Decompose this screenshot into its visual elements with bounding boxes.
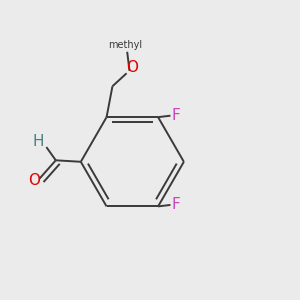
Text: O: O: [126, 61, 138, 76]
Text: F: F: [172, 108, 181, 123]
Text: O: O: [28, 172, 40, 188]
Text: F: F: [172, 197, 181, 212]
Text: methyl: methyl: [108, 40, 142, 50]
Text: H: H: [32, 134, 44, 149]
